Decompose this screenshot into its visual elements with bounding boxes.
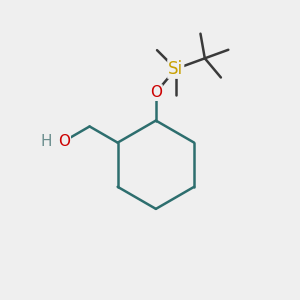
Text: Si: Si (168, 60, 183, 78)
Text: O: O (150, 85, 162, 100)
Text: H: H (41, 134, 52, 149)
Text: O: O (58, 134, 70, 149)
